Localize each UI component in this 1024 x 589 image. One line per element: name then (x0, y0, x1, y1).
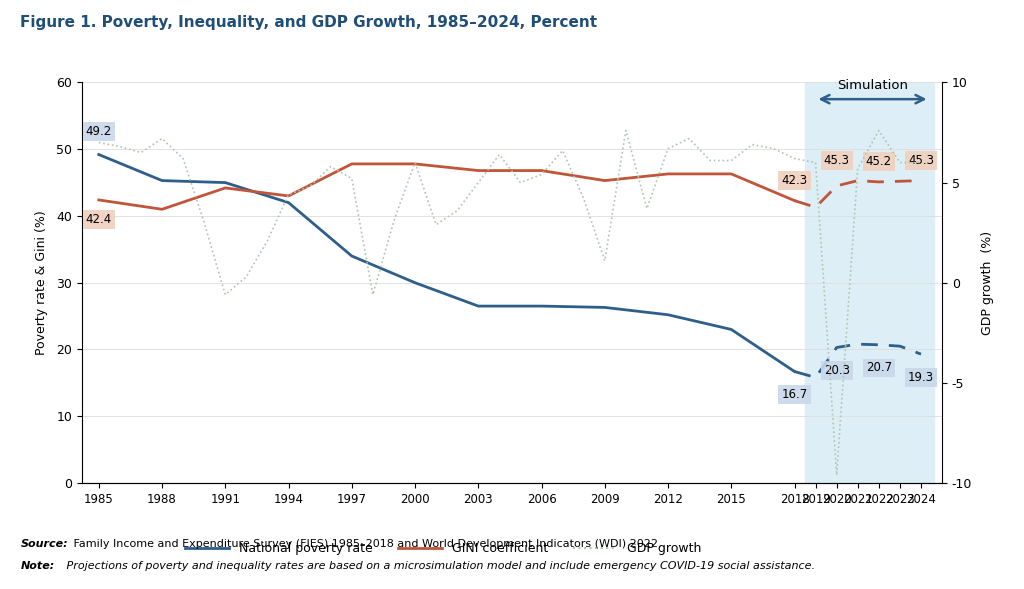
Text: 20.3: 20.3 (823, 364, 850, 377)
Text: Family Income and Expenditure Survey (FIES) 1985–2018 and World Development Indi: Family Income and Expenditure Survey (FI… (70, 539, 662, 549)
Text: Note:: Note: (20, 561, 54, 571)
Text: 42.3: 42.3 (781, 174, 808, 187)
Y-axis label: GDP growth  (%): GDP growth (%) (981, 231, 993, 335)
Legend: National poverty rate, GINI coefficient, GDP growth: National poverty rate, GINI coefficient,… (180, 537, 706, 560)
Text: Source:: Source: (20, 539, 69, 549)
Text: 45.2: 45.2 (865, 155, 892, 168)
Y-axis label: Poverty rate & Gini (%): Poverty rate & Gini (%) (35, 210, 48, 355)
Text: 45.3: 45.3 (823, 154, 850, 167)
Text: 20.7: 20.7 (865, 362, 892, 375)
Text: Projections of poverty and inequality rates are based on a microsimulation model: Projections of poverty and inequality ra… (63, 561, 815, 571)
Text: 42.4: 42.4 (86, 213, 112, 226)
Bar (805, 82, 934, 483)
Text: 16.7: 16.7 (781, 388, 808, 401)
Text: 45.3: 45.3 (908, 154, 934, 167)
Text: Simulation: Simulation (837, 80, 908, 92)
Text: 49.2: 49.2 (86, 125, 112, 138)
Text: 19.3: 19.3 (908, 371, 934, 384)
Text: Figure 1. Poverty, Inequality, and GDP Growth, 1985–2024, Percent: Figure 1. Poverty, Inequality, and GDP G… (20, 15, 598, 29)
